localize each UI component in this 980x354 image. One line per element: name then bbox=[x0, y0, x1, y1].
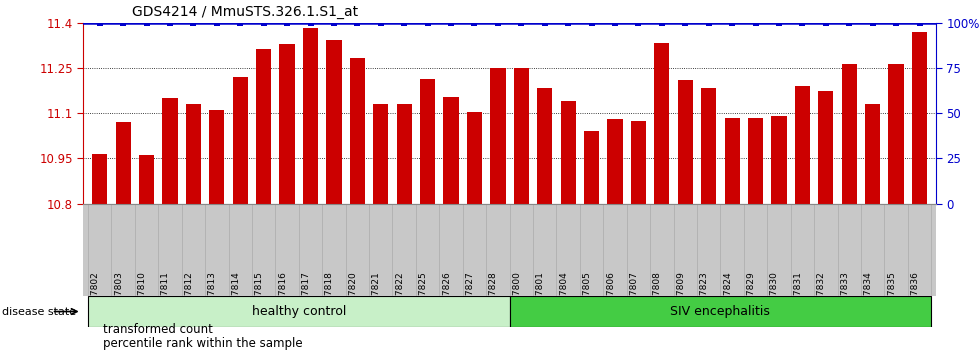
Bar bbox=[865, 104, 880, 204]
Bar bbox=[748, 118, 763, 204]
Point bbox=[139, 20, 155, 26]
Bar bbox=[163, 98, 177, 204]
Bar bbox=[889, 64, 904, 204]
Bar bbox=[701, 88, 716, 204]
Text: GDS4214 / MmuSTS.326.1.S1_at: GDS4214 / MmuSTS.326.1.S1_at bbox=[132, 5, 359, 19]
Point bbox=[537, 20, 553, 26]
Point bbox=[748, 20, 763, 26]
Point bbox=[279, 20, 295, 26]
Point bbox=[630, 20, 646, 26]
Bar bbox=[561, 101, 576, 204]
Text: SIV encephalitis: SIV encephalitis bbox=[670, 305, 770, 318]
Bar bbox=[256, 48, 271, 204]
Point bbox=[350, 20, 366, 26]
Bar bbox=[88, 296, 510, 327]
Bar bbox=[510, 296, 931, 327]
Bar bbox=[350, 58, 365, 204]
Bar bbox=[724, 118, 740, 204]
Bar bbox=[490, 68, 506, 204]
Point bbox=[466, 20, 482, 26]
Point bbox=[864, 20, 880, 26]
Bar bbox=[631, 121, 646, 204]
Bar bbox=[818, 91, 833, 204]
Bar bbox=[186, 104, 201, 204]
Bar bbox=[209, 110, 224, 204]
Bar bbox=[443, 97, 459, 204]
Point bbox=[584, 20, 600, 26]
Bar bbox=[92, 154, 107, 204]
Point bbox=[888, 20, 904, 26]
Bar bbox=[912, 32, 927, 204]
Point bbox=[443, 20, 459, 26]
Bar bbox=[232, 77, 248, 204]
Bar bbox=[466, 112, 482, 204]
Point bbox=[911, 20, 927, 26]
Point bbox=[677, 20, 693, 26]
Bar bbox=[139, 155, 154, 204]
Point bbox=[842, 20, 858, 26]
Point bbox=[724, 20, 740, 26]
Text: healthy control: healthy control bbox=[252, 305, 346, 318]
Text: transformed count: transformed count bbox=[103, 324, 213, 336]
Text: percentile rank within the sample: percentile rank within the sample bbox=[103, 337, 303, 350]
Point bbox=[232, 20, 248, 26]
Point bbox=[701, 20, 716, 26]
Bar bbox=[514, 68, 529, 204]
Bar bbox=[771, 116, 787, 204]
Bar bbox=[116, 122, 130, 204]
Bar bbox=[677, 80, 693, 204]
Point bbox=[419, 20, 435, 26]
Point bbox=[326, 20, 342, 26]
Bar bbox=[326, 40, 342, 204]
Point bbox=[209, 20, 224, 26]
Point bbox=[256, 20, 271, 26]
Point bbox=[771, 20, 787, 26]
Bar bbox=[608, 119, 622, 204]
Point bbox=[303, 20, 318, 26]
Point bbox=[396, 20, 412, 26]
Bar bbox=[537, 88, 553, 204]
Bar bbox=[842, 64, 857, 204]
Point bbox=[561, 20, 576, 26]
Point bbox=[116, 20, 131, 26]
Point bbox=[818, 20, 834, 26]
Bar bbox=[655, 42, 669, 204]
Point bbox=[162, 20, 177, 26]
Point bbox=[654, 20, 669, 26]
Bar bbox=[303, 28, 318, 204]
Bar bbox=[397, 104, 412, 204]
Point bbox=[373, 20, 389, 26]
Bar bbox=[584, 131, 599, 204]
Point bbox=[514, 20, 529, 26]
Point bbox=[490, 20, 506, 26]
Bar bbox=[279, 44, 295, 204]
Point bbox=[185, 20, 201, 26]
Bar bbox=[420, 79, 435, 204]
Point bbox=[795, 20, 810, 26]
Bar bbox=[795, 86, 810, 204]
Point bbox=[608, 20, 623, 26]
Text: disease state: disease state bbox=[2, 307, 76, 316]
Point bbox=[92, 20, 108, 26]
Bar bbox=[373, 104, 388, 204]
